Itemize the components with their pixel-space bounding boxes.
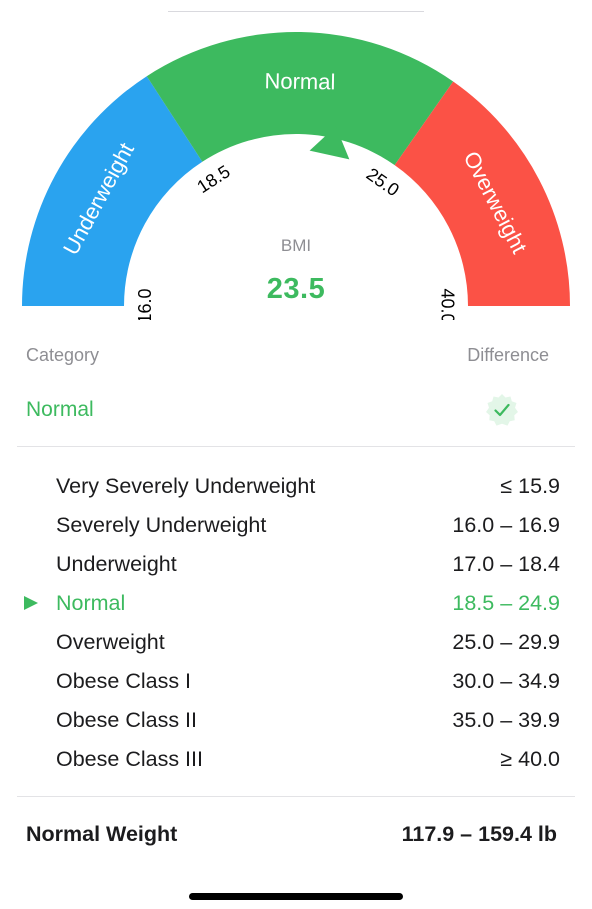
range-row-overweight: Overweight 25.0 – 29.9	[0, 622, 592, 661]
range-row-obese-class-3: Obese Class III ≥ 40.0	[0, 739, 592, 778]
range-value: 30.0 – 34.9	[452, 669, 560, 693]
difference-header: Difference	[467, 345, 549, 365]
gauge-label-normal: Normal	[264, 68, 335, 94]
gauge-tick-18-5: 18.5	[193, 161, 233, 197]
range-row-obese-class-1: Obese Class I 30.0 – 34.9	[0, 661, 592, 700]
bmi-gauge: Underweight Normal Overweight 16.0 18.5 …	[22, 32, 570, 320]
normal-weight-value: 117.9 – 159.4 lb	[401, 822, 557, 846]
range-row-normal: Normal 18.5 – 24.9	[0, 583, 592, 622]
gauge-tick-25: 25.0	[363, 164, 403, 200]
divider	[17, 446, 575, 447]
range-name: Overweight	[56, 630, 165, 654]
selected-marker-icon	[24, 596, 38, 610]
range-value: ≥ 40.0	[500, 747, 560, 771]
normal-weight-label: Normal Weight	[26, 822, 178, 846]
range-value: 25.0 – 29.9	[452, 630, 560, 654]
gauge-segment-normal	[146, 32, 454, 166]
bmi-range-list: Very Severely Underweight ≤ 15.9 Severel…	[0, 466, 592, 778]
range-row-severely-underweight: Severely Underweight 16.0 – 16.9	[0, 505, 592, 544]
range-row-underweight: Underweight 17.0 – 18.4	[0, 544, 592, 583]
gauge-segment-underweight	[22, 76, 203, 307]
range-name: Normal	[56, 591, 126, 615]
category-header: Category	[26, 345, 100, 365]
gauge-tick-16: 16.0	[135, 288, 155, 320]
checkmark-badge-icon	[486, 394, 518, 426]
range-row-very-severely-underweight: Very Severely Underweight ≤ 15.9	[0, 466, 592, 505]
gauge-segment-overweight	[394, 81, 570, 306]
range-name: Obese Class III	[56, 747, 203, 771]
range-name: Underweight	[56, 552, 177, 576]
range-row-obese-class-2: Obese Class II 35.0 – 39.9	[0, 700, 592, 739]
gauge-tick-40: 40.0	[437, 288, 457, 320]
range-name: Very Severely Underweight	[56, 474, 316, 498]
bmi-label: BMI	[280, 236, 312, 255]
range-value: 35.0 – 39.9	[452, 708, 560, 732]
range-name: Obese Class II	[56, 708, 197, 732]
range-value: 17.0 – 18.4	[452, 552, 560, 576]
sheet-grabber[interactable]	[168, 11, 424, 12]
range-value: ≤ 15.9	[500, 474, 560, 498]
range-name: Severely Underweight	[56, 513, 267, 537]
current-category: Normal	[26, 398, 94, 421]
range-name: Obese Class I	[56, 669, 192, 693]
gauge-pointer	[309, 126, 350, 160]
home-indicator[interactable]	[189, 893, 403, 900]
range-value: 18.5 – 24.9	[452, 591, 560, 615]
range-value: 16.0 – 16.9	[452, 513, 560, 537]
bmi-value: 23.5	[266, 273, 326, 305]
divider	[17, 796, 575, 797]
